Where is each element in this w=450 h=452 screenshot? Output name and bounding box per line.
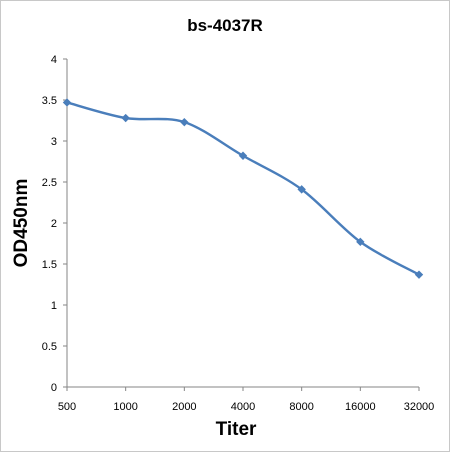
x-tick-label: 500 (58, 401, 76, 413)
series-group (62, 98, 424, 279)
y-axis-title: OD450nm (11, 179, 32, 268)
data-point-marker (121, 113, 130, 123)
y-tick-label: 0 (51, 382, 57, 394)
data-point-marker (297, 185, 306, 194)
x-ticks: 500 1000 2000 4000 8000 16000 32000 (58, 387, 434, 413)
y-tick-label: 1.5 (42, 259, 57, 271)
data-point-marker (356, 237, 365, 247)
y-tick-label: 3 (51, 136, 57, 148)
series-line (66, 101, 420, 276)
y-tick-label: 2 (51, 218, 57, 230)
y-tick-label: 1 (51, 300, 57, 312)
x-tick-label: 32000 (404, 401, 435, 413)
x-tick-label: 1000 (113, 401, 137, 413)
y-ticks: 0 0.5 1 1.5 2 2.5 3 3.5 4 (42, 54, 67, 394)
x-tick-label: 2000 (172, 401, 196, 413)
y-tick-label: 3.5 (42, 95, 57, 107)
chart-title: bs-4037R (187, 16, 263, 35)
data-point-marker (180, 117, 189, 127)
data-point-marker (62, 98, 72, 107)
y-tick-label: 4 (51, 54, 57, 66)
y-tick-label: 0.5 (42, 341, 57, 353)
data-point-marker (414, 270, 424, 279)
data-point-marker (238, 151, 248, 160)
x-tick-label: 4000 (231, 401, 255, 413)
x-tick-label: 16000 (345, 401, 376, 413)
x-axis-title: Titer (216, 419, 257, 440)
x-tick-label: 8000 (289, 401, 313, 413)
y-tick-label: 2.5 (42, 177, 57, 189)
